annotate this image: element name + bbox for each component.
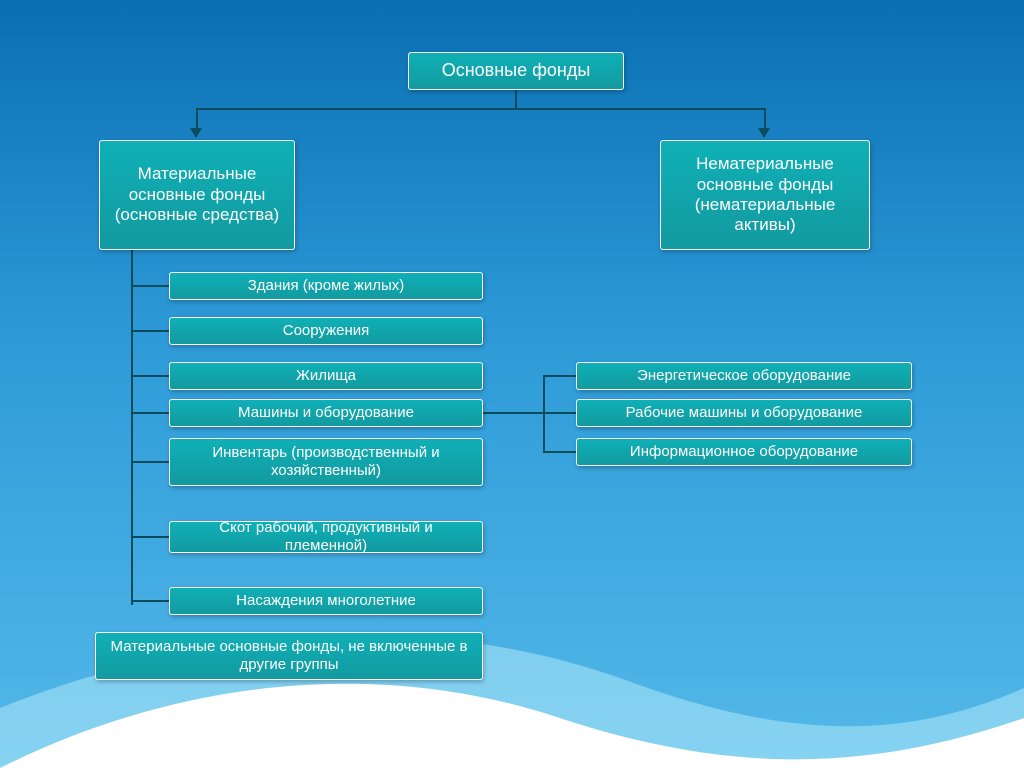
- connector: [131, 461, 169, 463]
- node-label: Материальные основные фонды (основные ср…: [108, 164, 286, 225]
- connector: [543, 412, 576, 414]
- node-label: Здания (кроме жилых): [248, 277, 405, 295]
- node-label: Машины и оборудование: [238, 404, 414, 422]
- connector: [131, 330, 169, 332]
- node-plantations: Насаждения многолетние: [169, 587, 483, 615]
- connector: [131, 285, 169, 287]
- node-livestock: Скот рабочий, продуктивный и племенной): [169, 521, 483, 553]
- node-inventory: Инвентарь (производственный и хозяйствен…: [169, 438, 483, 486]
- node-label: Нематериальные основные фонды (нематериа…: [669, 154, 861, 236]
- connector: [196, 108, 198, 130]
- arrowhead-icon: [190, 128, 202, 138]
- node-structures: Сооружения: [169, 317, 483, 345]
- node-label: Насаждения многолетние: [236, 592, 416, 610]
- node-label: Энергетическое оборудование: [637, 367, 851, 385]
- node-label: Материальные основные фонды, не включенн…: [104, 638, 474, 674]
- node-working-machines: Рабочие машины и оборудование: [576, 399, 912, 427]
- node-info-equipment: Информационное оборудование: [576, 438, 912, 466]
- connector: [131, 412, 169, 414]
- slide-canvas: Основные фонды Материальные основные фон…: [0, 0, 1024, 768]
- node-energy-equipment: Энергетическое оборудование: [576, 362, 912, 390]
- node-intangible-funds: Нематериальные основные фонды (нематериа…: [660, 140, 870, 250]
- arrowhead-icon: [758, 128, 770, 138]
- connector: [131, 536, 169, 538]
- connector: [483, 412, 543, 414]
- node-label: Жилища: [296, 367, 356, 385]
- node-other-material: Материальные основные фонды, не включенн…: [95, 632, 483, 680]
- connector: [543, 451, 576, 453]
- connector: [131, 250, 133, 605]
- connector: [196, 108, 766, 110]
- node-label: Рабочие машины и оборудование: [626, 404, 863, 422]
- node-root: Основные фонды: [408, 52, 624, 90]
- node-label: Скот рабочий, продуктивный и племенной): [178, 519, 474, 555]
- node-dwellings: Жилища: [169, 362, 483, 390]
- connector: [131, 600, 169, 602]
- node-label: Информационное оборудование: [630, 443, 858, 461]
- node-label: Инвентарь (производственный и хозяйствен…: [178, 444, 474, 480]
- connector: [131, 375, 169, 377]
- node-label: Основные фонды: [442, 60, 591, 82]
- connector: [515, 90, 517, 108]
- node-buildings: Здания (кроме жилых): [169, 272, 483, 300]
- node-machinery: Машины и оборудование: [169, 399, 483, 427]
- connector: [543, 375, 576, 377]
- node-material-funds: Материальные основные фонды (основные ср…: [99, 140, 295, 250]
- connector: [764, 108, 766, 130]
- node-label: Сооружения: [283, 322, 370, 340]
